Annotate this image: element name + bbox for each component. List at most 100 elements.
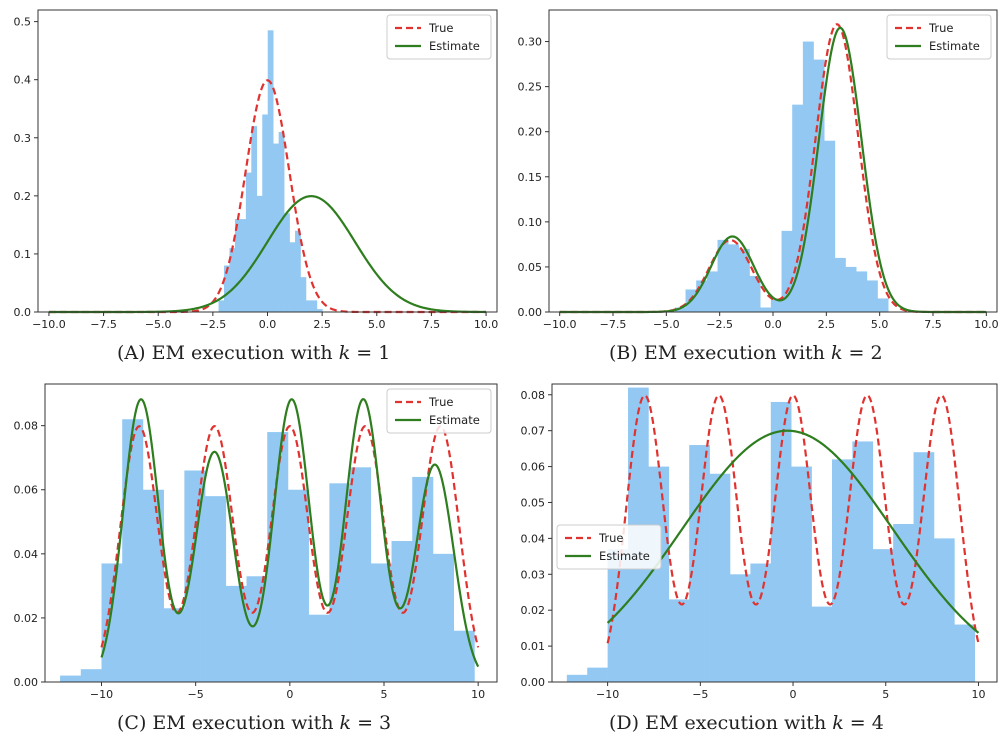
histogram-bar xyxy=(709,473,731,682)
histogram-bar xyxy=(877,298,889,312)
histogram-bar xyxy=(856,271,868,312)
legend-estimate-label: Estimate xyxy=(929,39,980,53)
caption-a-prefix: (A) EM execution with xyxy=(117,342,339,364)
histogram-bar xyxy=(791,466,812,682)
histogram-bar xyxy=(802,41,814,312)
caption-b: (B) EM execution with k = 2 xyxy=(609,342,883,364)
x-tick-label: −10 xyxy=(90,688,113,701)
x-tick-label: 5 xyxy=(381,688,388,701)
histogram-bar xyxy=(566,674,588,682)
y-tick-label: 0.4 xyxy=(14,74,32,87)
estimate-density-line xyxy=(559,26,987,314)
histogram-bar xyxy=(872,549,894,682)
x-tick-label: 10.0 xyxy=(474,318,499,331)
histogram-bar xyxy=(122,419,144,682)
caption-c: (C) EM execution with k = 3 xyxy=(117,712,391,734)
true-density-line xyxy=(606,394,980,644)
histogram-bar xyxy=(240,219,247,312)
estimate-density-line xyxy=(100,398,480,668)
histogram-bar xyxy=(262,114,269,313)
histogram-bar xyxy=(750,563,772,682)
histogram-bar xyxy=(287,489,309,682)
caption-b-suffix: = 2 xyxy=(842,342,883,364)
y-tick-label: 0.08 xyxy=(14,420,39,433)
x-tick-label: −7.5 xyxy=(600,318,627,331)
histogram-bar xyxy=(668,599,690,682)
histogram-bar xyxy=(813,59,825,312)
histogram-bar xyxy=(412,476,434,682)
histogram-bar xyxy=(674,307,686,312)
x-tick-label: −2.5 xyxy=(199,318,226,331)
y-tick-label: 0.02 xyxy=(521,604,546,617)
histogram-bar xyxy=(811,606,833,682)
estimate-density-line xyxy=(606,429,980,634)
histogram-bar xyxy=(234,219,241,312)
histogram-bar xyxy=(225,585,247,682)
histogram-bar xyxy=(142,489,164,682)
histogram-bar xyxy=(749,275,761,312)
y-tick-label: 0.08 xyxy=(521,389,546,402)
histogram-bar xyxy=(229,248,236,312)
legend: True Estimate xyxy=(386,388,492,434)
y-tick-label: 0.06 xyxy=(521,461,546,474)
x-tick-label: −10 xyxy=(596,688,619,701)
true-density-line xyxy=(559,23,987,314)
true-density-line xyxy=(100,425,480,648)
histogram-bars xyxy=(674,41,889,313)
histogram-bar xyxy=(184,470,206,682)
legend-true-label: True xyxy=(428,21,453,35)
histogram-bar xyxy=(224,265,230,312)
histogram-bar xyxy=(717,239,729,312)
legend-true-label: True xyxy=(598,531,623,545)
histogram-bar xyxy=(284,213,290,312)
histogram-bar xyxy=(913,452,935,682)
histogram-bar xyxy=(370,563,392,682)
y-tick-label: 0.05 xyxy=(521,496,546,509)
caption-b-var: k xyxy=(830,342,843,364)
y-tick-label: 0.15 xyxy=(518,171,543,184)
histogram-bar xyxy=(689,445,710,682)
y-tick-label: 0.07 xyxy=(521,425,546,438)
y-tick-label: 0.00 xyxy=(14,676,39,689)
histogram-bar xyxy=(834,257,846,312)
caption-c-prefix: (C) EM execution with xyxy=(117,712,340,734)
legend-true-label: True xyxy=(428,395,453,409)
histogram-bar xyxy=(824,140,836,312)
histogram-bar xyxy=(311,300,318,312)
x-tick-label: 7.5 xyxy=(423,318,441,331)
y-tick-label: 0.00 xyxy=(521,676,546,689)
histogram-bar xyxy=(350,467,372,682)
caption-a-var: k xyxy=(338,342,351,364)
x-tick-label: 7.5 xyxy=(924,318,942,331)
y-tick-label: 0.00 xyxy=(518,306,543,319)
histogram-bar xyxy=(305,300,312,312)
histogram-bar xyxy=(738,248,750,312)
x-tick-label: 0 xyxy=(790,688,797,701)
histogram-bar xyxy=(218,300,225,312)
histogram-bar xyxy=(781,230,793,312)
histogram-bar xyxy=(933,538,955,682)
caption-d: (D) EM execution with k = 4 xyxy=(609,712,884,734)
legend-box xyxy=(556,524,662,570)
histogram-bar xyxy=(706,271,718,312)
histogram-bar xyxy=(696,280,708,312)
histogram-bars xyxy=(218,30,323,313)
histogram-bars xyxy=(566,387,976,682)
x-tick-label: 2.5 xyxy=(818,318,836,331)
y-tick-label: 0.04 xyxy=(521,532,546,545)
histogram-bar xyxy=(316,309,323,312)
histogram-bar xyxy=(728,244,740,312)
legend-estimate-label: Estimate xyxy=(429,39,480,53)
x-tick-label: 0.0 xyxy=(764,318,782,331)
histogram-bar xyxy=(730,574,751,682)
histogram-bar xyxy=(163,608,185,682)
histogram-bar xyxy=(60,675,82,682)
chart-b: −10.0 −7.5 −5.0 −2.5 0.0 2.5 5.0 7.5 10.0 0.00 0.0… xyxy=(518,9,999,331)
histogram-bar xyxy=(866,280,878,312)
histogram-bar xyxy=(267,30,274,312)
x-tick-label: 5.0 xyxy=(871,318,889,331)
y-tick-label: 0.20 xyxy=(518,126,543,139)
chart-a: −10.0 −7.5 −5.0 −2.5 0.0 2.5 5.0 7.5 10.0 0.0 0.1 0… xyxy=(14,9,499,331)
caption-d-suffix: = 4 xyxy=(843,712,884,734)
y-tick-label: 0.1 xyxy=(14,248,32,261)
